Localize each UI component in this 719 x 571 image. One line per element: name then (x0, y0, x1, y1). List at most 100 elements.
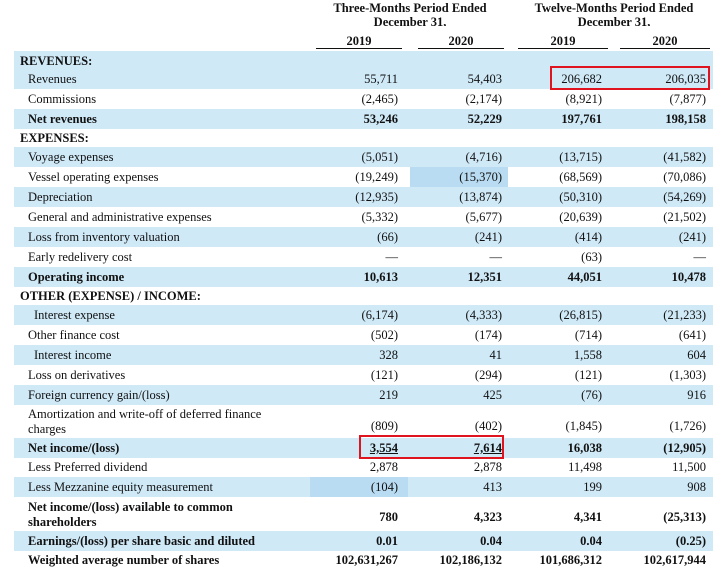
row-label: General and administrative expenses (28, 210, 212, 224)
cell-y-2020: (21,233) (663, 308, 706, 322)
cell-q-2020: (4,716) (465, 150, 502, 164)
row-label: Depreciation (28, 190, 93, 204)
year-header-q-2019: 2019 (316, 34, 402, 49)
header-twelve-months: Twelve-Months Period Ended December 31, (520, 1, 708, 26)
row-label: Other finance cost (28, 328, 120, 342)
row-label: OTHER (EXPENSE) / INCOME: (20, 289, 201, 303)
cell-q-2020: — (489, 250, 503, 264)
cell-y-2019: (1,845) (565, 419, 602, 433)
cell-y-2019: 101,686,312 (539, 553, 603, 567)
row-label-line1: Net income/(loss) available to common (28, 500, 233, 514)
cell-y-2020: 10,478 (671, 270, 706, 284)
table-row-foreign-currency: Foreign currency gain/(loss) 219 425 (76… (14, 385, 713, 405)
cell-q-2019: (19,249) (355, 170, 398, 184)
cell-y-2020: (25,313) (663, 510, 706, 524)
table-row-voyage-expenses: Voyage expenses (5,051) (4,716) (13,715)… (14, 147, 713, 167)
cell-y-2020: 198,158 (665, 112, 706, 126)
table-row-loss-on-derivatives: Loss on derivatives (121) (294) (121) (1… (14, 365, 713, 385)
section-header-revenues: REVENUES: (14, 51, 713, 71)
cell-y-2019: 199 (583, 480, 602, 494)
table-row-interest-expense: Interest expense (6,174) (4,333) (26,815… (14, 305, 713, 325)
year-header-y-2019: 2019 (518, 34, 608, 49)
cell-q-2020: 102,186,132 (439, 553, 503, 567)
cell-q-2020: 425 (483, 388, 502, 402)
table-row-inventory-valuation-loss: Loss from inventory valuation (66) (241)… (14, 227, 713, 247)
cell-y-2019: 206,682 (561, 72, 602, 86)
cell-q-2020: (241) (474, 230, 502, 244)
cell-q-2020: 41 (489, 348, 503, 362)
cell-y-2020: (54,269) (663, 190, 706, 204)
cell-highlight (310, 477, 408, 497)
table-row-eps: Earnings/(loss) per share basic and dilu… (14, 531, 713, 551)
cell-q-2020: (4,333) (465, 308, 502, 322)
section-header-other-income: OTHER (EXPENSE) / INCOME: (14, 286, 713, 306)
cell-q-2019: (104) (370, 480, 398, 494)
cell-q-2020: 12,351 (467, 270, 502, 284)
cell-q-2019: (6,174) (361, 308, 398, 322)
table-row-preferred-dividend: Less Preferred dividend 2,878 2,878 11,4… (14, 457, 713, 477)
row-label: Operating income (28, 270, 125, 284)
cell-q-2019: 3,554 (369, 441, 398, 455)
header-twelve-months-line2: December 31, (577, 15, 651, 26)
row-label: Weighted average number of shares (28, 553, 220, 567)
row-label: Commissions (28, 92, 97, 106)
row-label-line2: charges (28, 422, 66, 436)
cell-q-2020: 7,614 (473, 441, 502, 455)
cell-q-2019: 102,631,267 (335, 553, 399, 567)
row-label-line1: Amortization and write-off of deferred f… (28, 407, 262, 421)
row-label: EXPENSES: (20, 131, 89, 145)
cell-highlight (410, 167, 508, 187)
cell-y-2019: (714) (574, 328, 602, 342)
header-three-months-line2: December 31, (373, 15, 447, 26)
cell-y-2020: 604 (687, 348, 706, 362)
table-row-vessel-operating-expenses: Vessel operating expenses (19,249) (15,3… (14, 167, 713, 187)
highlight-box-quarterly-net-income (359, 435, 504, 459)
row-label: Interest income (34, 348, 112, 362)
cell-y-2020: (12,905) (663, 441, 706, 455)
row-label: Voyage expenses (28, 150, 114, 164)
year-header-q-2020: 2020 (418, 34, 504, 49)
cell-y-2020: (70,086) (663, 170, 706, 184)
section-header-expenses: EXPENSES: (14, 128, 713, 148)
cell-y-2019: (26,815) (559, 308, 602, 322)
row-label: Loss from inventory valuation (28, 230, 180, 244)
cell-q-2020: 4,323 (473, 510, 502, 524)
table-row-early-redelivery-cost: Early redelivery cost — — (63) — (14, 247, 713, 267)
cell-q-2019: 780 (379, 510, 398, 524)
row-label: Less Mezzanine equity measurement (28, 480, 213, 494)
row-label-line2: shareholders (28, 515, 97, 529)
cell-y-2019: (76) (581, 388, 602, 402)
cell-q-2019: 10,613 (363, 270, 398, 284)
cell-q-2019: — (385, 250, 399, 264)
cell-y-2020: 102,617,944 (643, 553, 707, 567)
row-label: Less Preferred dividend (28, 460, 148, 474)
cell-y-2020: 908 (687, 480, 706, 494)
table-row-weighted-shares: Weighted average number of shares 102,63… (14, 550, 713, 570)
row-label: Vessel operating expenses (28, 170, 159, 184)
cell-q-2020: (5,677) (465, 210, 502, 224)
row-label: REVENUES: (20, 54, 93, 68)
cell-y-2019: (121) (574, 368, 602, 382)
cell-q-2019: (12,935) (355, 190, 398, 204)
cell-y-2019: 0.04 (580, 534, 602, 548)
table-row-net-income: Net income/(loss) 3,554 7,614 16,038 (12… (14, 438, 713, 458)
cell-y-2020: (41,582) (663, 150, 706, 164)
cell-y-2019: 44,051 (567, 270, 602, 284)
cell-y-2020: (21,502) (663, 210, 706, 224)
cell-q-2019: (2,465) (361, 92, 398, 106)
cell-y-2020: (7,877) (669, 92, 706, 106)
cell-q-2020: 0.04 (480, 534, 502, 548)
table-row-amortization: Amortization and write-off of deferred f… (14, 405, 713, 437)
cell-q-2019: 53,246 (363, 112, 398, 126)
cell-q-2019: (809) (370, 419, 398, 433)
row-label: Net income/(loss) (28, 441, 120, 455)
cell-q-2020: 52,229 (467, 112, 502, 126)
cell-q-2019: 55,711 (364, 72, 398, 86)
table-row-net-income-common: Net income/(loss) available to common sh… (14, 497, 713, 530)
cell-q-2019: (502) (370, 328, 398, 342)
table-row-interest-income: Interest income 328 41 1,558 604 (14, 345, 713, 365)
year-header-y-2020: 2020 (620, 34, 710, 49)
cell-q-2019: (5,332) (361, 210, 398, 224)
cell-y-2019: 16,038 (567, 441, 602, 455)
row-label: Earnings/(loss) per share basic and dilu… (28, 534, 256, 548)
